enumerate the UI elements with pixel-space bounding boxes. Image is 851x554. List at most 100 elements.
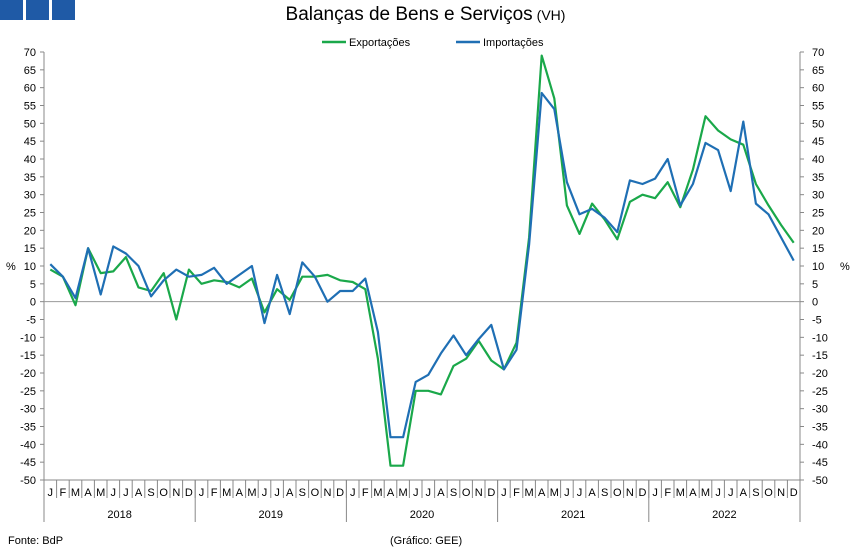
- y-axis-label-right: %: [840, 261, 850, 273]
- month-tick-label: F: [664, 487, 671, 499]
- month-tick-label: A: [84, 487, 92, 499]
- y-tick-label-left: 0: [30, 297, 36, 309]
- month-tick-label: O: [462, 487, 471, 499]
- y-tick-label-right: -30: [812, 404, 828, 416]
- month-tick-label: A: [387, 487, 395, 499]
- y-tick-label-left: 45: [24, 136, 36, 148]
- year-label: 2021: [561, 509, 585, 521]
- month-tick-label: N: [324, 487, 332, 499]
- month-tick-label: N: [475, 487, 483, 499]
- month-tick-label: N: [626, 487, 634, 499]
- month-tick-label: J: [577, 487, 583, 499]
- month-tick-label: J: [715, 487, 721, 499]
- month-tick-label: J: [728, 487, 734, 499]
- y-tick-label-left: -25: [20, 386, 36, 398]
- y-tick-label-left: -10: [20, 332, 36, 344]
- legend-label-importacoes: Importações: [483, 37, 544, 49]
- y-tick-label-left: -15: [20, 350, 36, 362]
- month-tick-label: J: [413, 487, 419, 499]
- month-tick-label: M: [525, 487, 534, 499]
- y-tick-label-right: 55: [812, 101, 824, 113]
- y-tick-label-right: -5: [812, 315, 822, 327]
- y-tick-label-left: 40: [24, 154, 36, 166]
- chart-title-text: Balanças de Bens e Serviços: [285, 4, 533, 25]
- y-tick-label-right: 20: [812, 225, 824, 237]
- chart-title: Balanças de Bens e Serviços (VH): [0, 4, 851, 26]
- y-tick-label-left: -50: [20, 475, 36, 487]
- month-tick-label: S: [601, 487, 608, 499]
- year-label: 2018: [107, 509, 131, 521]
- month-tick-label: J: [262, 487, 268, 499]
- month-tick-label: M: [71, 487, 80, 499]
- month-tick-label: F: [513, 487, 520, 499]
- y-tick-label-right: -45: [812, 457, 828, 469]
- y-tick-label-left: 70: [24, 47, 36, 59]
- month-tick-label: J: [111, 487, 117, 499]
- month-tick-label: M: [373, 487, 382, 499]
- month-tick-label: D: [185, 487, 193, 499]
- month-tick-label: N: [777, 487, 785, 499]
- y-tick-label-left: 10: [24, 261, 36, 273]
- y-tick-label-right: 15: [812, 243, 824, 255]
- month-tick-label: J: [274, 487, 280, 499]
- month-tick-label: D: [790, 487, 798, 499]
- month-tick-label: N: [172, 487, 180, 499]
- month-tick-label: M: [676, 487, 685, 499]
- month-tick-label: O: [311, 487, 320, 499]
- y-tick-label-right: 40: [812, 154, 824, 166]
- month-tick-label: S: [450, 487, 457, 499]
- month-tick-label: J: [652, 487, 658, 499]
- month-tick-label: O: [764, 487, 773, 499]
- y-tick-label-right: -20: [812, 368, 828, 380]
- month-tick-label: J: [564, 487, 570, 499]
- month-tick-label: O: [613, 487, 622, 499]
- month-tick-label: A: [538, 487, 546, 499]
- month-tick-label: S: [752, 487, 759, 499]
- y-axis-label-left: %: [6, 261, 16, 273]
- y-tick-label-right: 65: [812, 65, 824, 77]
- y-tick-label-left: 30: [24, 190, 36, 202]
- y-tick-label-right: 5: [812, 279, 818, 291]
- y-tick-label-left: 5: [30, 279, 36, 291]
- y-tick-label-right: 30: [812, 190, 824, 202]
- month-tick-label: M: [247, 487, 256, 499]
- y-tick-label-left: -35: [20, 422, 36, 434]
- year-label: 2022: [712, 509, 736, 521]
- month-tick-label: A: [437, 487, 445, 499]
- y-tick-label-right: 60: [812, 83, 824, 95]
- month-tick-label: D: [639, 487, 647, 499]
- y-tick-label-right: -50: [812, 475, 828, 487]
- series-line-exportacoes: [49, 54, 795, 467]
- month-tick-label: J: [48, 487, 54, 499]
- month-tick-label: A: [740, 487, 748, 499]
- month-tick-label: F: [362, 487, 369, 499]
- y-tick-label-right: -35: [812, 422, 828, 434]
- y-tick-label-left: -30: [20, 404, 36, 416]
- month-tick-label: A: [236, 487, 244, 499]
- month-tick-label: M: [399, 487, 408, 499]
- y-tick-label-left: 15: [24, 243, 36, 255]
- y-tick-label-left: -40: [20, 439, 36, 451]
- month-tick-label: J: [199, 487, 205, 499]
- month-tick-label: M: [222, 487, 231, 499]
- y-tick-label-left: 65: [24, 65, 36, 77]
- y-tick-label-left: -45: [20, 457, 36, 469]
- y-tick-label-left: -5: [26, 315, 36, 327]
- year-label: 2019: [259, 509, 283, 521]
- y-tick-label-left: 35: [24, 172, 36, 184]
- y-tick-label-right: 0: [812, 297, 818, 309]
- y-tick-label-right: 10: [812, 261, 824, 273]
- credit-note: (Gráfico: GEE): [390, 535, 463, 547]
- y-tick-label-left: 50: [24, 118, 36, 130]
- chart-subtitle: (VH): [536, 7, 566, 23]
- y-tick-label-right: 35: [812, 172, 824, 184]
- month-tick-label: S: [299, 487, 306, 499]
- y-tick-label-right: -10: [812, 332, 828, 344]
- month-tick-label: M: [550, 487, 559, 499]
- y-tick-label-left: 55: [24, 101, 36, 113]
- year-label: 2020: [410, 509, 434, 521]
- month-tick-label: D: [487, 487, 495, 499]
- month-tick-label: D: [336, 487, 344, 499]
- source-note: Fonte: BdP: [8, 535, 64, 547]
